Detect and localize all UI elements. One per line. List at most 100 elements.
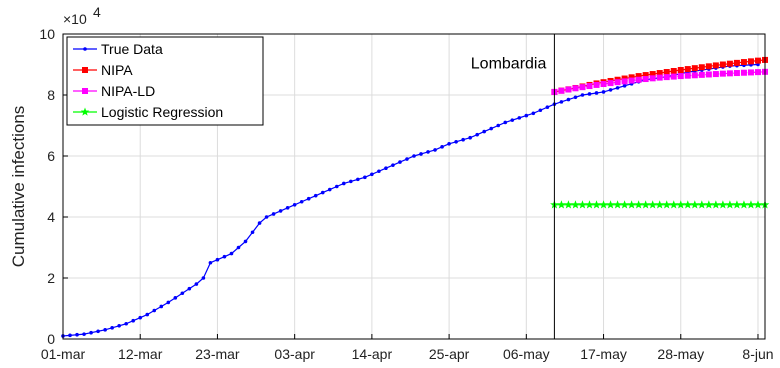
data-point-true-data: [391, 163, 395, 167]
data-point-true-data: [433, 148, 437, 152]
tick-labels: 01-mar 12-mar 23-mar 03-apr 14-apr 25-apr 06-m…: [39, 26, 773, 362]
data-point-nipa-ld: [705, 71, 712, 78]
data-point-nipa: [719, 61, 726, 68]
data-point-true-data: [510, 118, 515, 122]
data-point-nipa-ld: [565, 86, 572, 93]
data-point-true-data: [215, 257, 220, 262]
x-tick-label: 06-may: [503, 346, 550, 362]
data-point-logistic-regression: [697, 200, 707, 209]
legend-marker: [83, 47, 87, 51]
y-tick-label: 2: [47, 270, 55, 286]
data-point-true-data: [159, 304, 164, 309]
data-point-logistic-regression: [732, 200, 742, 209]
data-point-true-data: [559, 100, 564, 104]
data-point-true-data: [131, 318, 135, 323]
data-point-logistic-regression: [753, 200, 763, 209]
data-point-nipa: [691, 65, 698, 72]
data-point-true-data: [138, 315, 143, 320]
x-tick-label: 01-mar: [41, 346, 86, 362]
y-exponent-base: ×10: [63, 11, 87, 27]
data-point-true-data: [587, 92, 592, 96]
data-point-true-data: [419, 152, 423, 156]
data-point-logistic-regression: [620, 200, 629, 209]
data-point-true-data: [601, 90, 606, 94]
legend-marker: [82, 88, 88, 94]
data-point-nipa-ld: [572, 85, 579, 92]
data-point-true-data: [594, 91, 599, 95]
data-point-true-data: [264, 215, 269, 219]
data-point-nipa-ld: [726, 70, 733, 77]
data-point-true-data: [622, 84, 627, 88]
legend-marker: [80, 107, 90, 116]
series-logistic-regression: [550, 200, 770, 209]
data-point-true-data: [250, 230, 255, 235]
data-point-nipa-ld: [600, 81, 607, 88]
x-tick-label: 12-mar: [118, 346, 163, 362]
data-point-nipa-ld: [628, 77, 635, 84]
data-point-true-data: [96, 329, 100, 334]
data-point-true-data: [440, 145, 444, 149]
data-point-logistic-regression: [690, 200, 700, 209]
data-point-true-data: [117, 323, 121, 328]
y-axis-label: Cumulative infections: [9, 106, 28, 268]
data-point-nipa-ld: [754, 69, 761, 76]
data-point-true-data: [243, 239, 248, 244]
data-point-logistic-regression: [739, 200, 749, 209]
region-annotation: Lombardia: [471, 56, 547, 73]
data-point-logistic-regression: [557, 200, 566, 209]
data-point-true-data: [447, 142, 451, 146]
series-layer: [61, 56, 770, 338]
x-tick-label: 23-mar: [195, 346, 240, 362]
data-point-true-data: [377, 169, 381, 174]
data-point-nipa: [656, 70, 663, 77]
data-point-true-data: [566, 97, 571, 102]
data-point-true-data: [412, 154, 416, 158]
data-point-nipa: [712, 62, 719, 69]
data-point-nipa-ld: [642, 76, 649, 83]
data-point-true-data: [152, 308, 157, 313]
data-point-nipa: [677, 66, 684, 73]
data-point-nipa-ld: [691, 72, 698, 79]
data-point-true-data: [292, 203, 297, 207]
legend-label: NIPA-LD: [101, 83, 155, 99]
data-point-true-data: [524, 113, 529, 118]
data-point-logistic-regression: [564, 200, 573, 209]
data-point-nipa-ld: [712, 71, 719, 78]
data-point-nipa: [628, 74, 635, 81]
data-point-logistic-regression: [683, 200, 693, 209]
data-point-nipa-ld: [579, 84, 586, 91]
data-point-nipa-ld: [656, 74, 663, 81]
data-point-nipa: [740, 59, 747, 66]
legend-marker: [82, 67, 88, 73]
data-point-true-data: [538, 108, 543, 113]
data-point-true-data: [285, 206, 290, 210]
data-point-true-data: [68, 333, 72, 338]
data-point-true-data: [517, 116, 522, 120]
data-point-true-data: [306, 196, 311, 201]
legend-label: Logistic Regression: [101, 104, 223, 120]
data-point-true-data: [545, 105, 550, 109]
data-point-logistic-regression: [655, 200, 664, 209]
data-point-true-data: [475, 132, 479, 137]
data-point-logistic-regression: [662, 200, 671, 209]
data-point-true-data: [608, 88, 613, 92]
data-point-nipa: [733, 59, 740, 66]
data-point-true-data: [194, 282, 199, 286]
data-point-logistic-regression: [578, 200, 587, 209]
data-point-true-data: [573, 95, 578, 100]
data-point-nipa-ld: [607, 80, 614, 87]
x-tick-label: 28-may: [657, 346, 704, 362]
data-point-nipa-ld: [698, 71, 705, 78]
data-point-nipa-ld: [684, 72, 691, 79]
data-point-nipa-ld: [614, 79, 621, 86]
data-point-true-data: [496, 123, 501, 128]
data-point-true-data: [173, 296, 178, 300]
data-point-nipa-ld: [747, 69, 754, 76]
data-point-true-data: [615, 86, 620, 90]
data-point-true-data: [384, 166, 388, 170]
data-point-logistic-regression: [704, 200, 714, 209]
data-point-logistic-regression: [648, 200, 657, 209]
data-point-nipa: [754, 57, 761, 64]
data-point-true-data: [468, 135, 472, 140]
legend-box: [66, 36, 264, 126]
